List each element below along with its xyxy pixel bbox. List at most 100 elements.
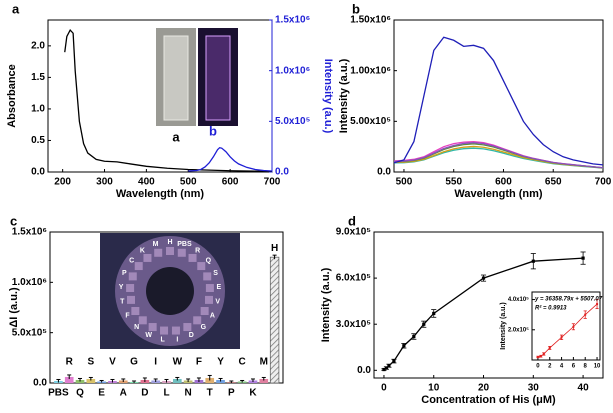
- data-point: [422, 322, 426, 326]
- plot-frame: [393, 19, 604, 173]
- data-point: [560, 336, 563, 339]
- vial-label: W: [145, 332, 152, 339]
- annotation: R² = 0.9913: [535, 305, 567, 312]
- category-label: N: [185, 388, 192, 399]
- category-label: V: [109, 357, 116, 368]
- y-tick-label: 4.0x10⁵: [508, 297, 529, 303]
- y2-axis-label: Intensity (a.u.): [322, 59, 334, 134]
- x-tick-label: 10: [594, 364, 601, 370]
- category-label: H: [271, 243, 278, 254]
- plot-frame: [531, 291, 601, 361]
- annotation: y = 36358.79x + 5507.07: [534, 297, 603, 303]
- data-point: [542, 352, 545, 355]
- category-label: S: [87, 357, 94, 368]
- y-tick-label: 1.0: [31, 104, 45, 115]
- category-label: E: [98, 388, 105, 399]
- data-point: [384, 366, 389, 370]
- vial-label: H: [167, 239, 172, 246]
- x-axis-label: Wavelength (nm): [116, 188, 205, 200]
- vial-label: G: [201, 324, 207, 331]
- vial: [131, 307, 140, 315]
- y-tick-label: 2.0x10⁵: [508, 327, 529, 333]
- vial-label: N: [134, 324, 139, 331]
- vial-label: Y: [119, 284, 124, 291]
- y-axis-label: Intensity (a.u.): [500, 302, 507, 349]
- vial: [128, 272, 137, 281]
- vial: [154, 248, 163, 257]
- data-point: [531, 259, 535, 263]
- x-tick-label: 0: [536, 364, 540, 370]
- category-label: F: [196, 357, 202, 368]
- data-point: [432, 311, 436, 316]
- panel-letter: c: [10, 213, 17, 228]
- category-label: P: [228, 388, 235, 399]
- y-tick-label: 0.0: [357, 365, 371, 376]
- data-point: [481, 276, 486, 280]
- data-line: [393, 141, 604, 169]
- vial: [177, 248, 186, 257]
- y-tick-label: 6.0x10⁵: [336, 273, 372, 284]
- vial-label: A: [210, 312, 215, 319]
- vial: [166, 247, 174, 255]
- vial-label: P: [122, 270, 127, 277]
- data-point: [584, 313, 587, 316]
- category-label: G: [130, 357, 138, 368]
- category-label: D: [141, 388, 148, 399]
- y-tick-label: 1.5: [31, 72, 45, 83]
- x-axis-label: Wavelength (nm): [454, 188, 543, 200]
- y-tick-label: 1.5x10⁶: [12, 227, 47, 238]
- data-point: [387, 364, 391, 368]
- category-label: M: [260, 357, 268, 368]
- y-tick-label: 3.0x10⁵: [336, 319, 372, 330]
- category-label: R: [66, 357, 74, 368]
- data-point: [581, 256, 585, 260]
- y-tick-label: 2.0: [31, 40, 45, 51]
- vial: [143, 253, 152, 262]
- x-tick-label: 500: [180, 177, 197, 188]
- data-line: [393, 36, 604, 166]
- x-tick-label: 300: [96, 177, 113, 188]
- vial-label: D: [189, 332, 194, 339]
- y-tick-label: 0.0: [33, 378, 47, 389]
- data-point: [412, 334, 416, 339]
- vial: [138, 316, 147, 325]
- category-label: I: [154, 357, 157, 368]
- panel-letter: d: [348, 213, 356, 228]
- x-tick-label: 700: [595, 177, 612, 188]
- data-point: [536, 355, 539, 358]
- vial: [197, 262, 206, 271]
- y-tick-label: 0.5: [31, 135, 45, 146]
- y-axis-label: Intensity (a.u.): [338, 58, 350, 133]
- plot-frame: [373, 231, 604, 379]
- x-tick-label: 600: [222, 177, 239, 188]
- category-label: A: [120, 388, 127, 399]
- x-tick-label: 40: [578, 383, 590, 394]
- bar: [64, 376, 74, 383]
- vial-label: K: [140, 247, 145, 254]
- y2-tick-label: 5.0x10⁵: [275, 116, 311, 127]
- vial: [205, 284, 214, 293]
- y-tick-label: 1.00x10⁶: [350, 65, 391, 76]
- category-label: L: [163, 388, 169, 399]
- x-tick-label: 0: [381, 383, 387, 394]
- category-label: T: [207, 388, 213, 399]
- vial: [134, 262, 143, 271]
- y-axis-label: Intensity (a.u.): [320, 267, 332, 342]
- vial: [148, 323, 157, 332]
- y-axis-label: Absorbance: [6, 64, 18, 128]
- bar: [172, 378, 182, 383]
- y-tick-label: 5.00x10⁵: [350, 116, 391, 127]
- category-label: C: [239, 357, 246, 368]
- x-tick-label: 700: [264, 177, 281, 188]
- x-axis-label: Concentration of His (μM): [421, 394, 556, 406]
- y2-tick-label: 1.5x10⁶: [275, 15, 310, 26]
- bar: [86, 378, 96, 383]
- annotation: a: [172, 129, 180, 144]
- data-point: [572, 325, 575, 328]
- x-tick-label: 6: [572, 364, 576, 370]
- y-tick-label: 5.0x10⁵: [12, 327, 48, 338]
- cuvette-photo: [156, 28, 238, 126]
- panel-letter: b: [352, 1, 360, 16]
